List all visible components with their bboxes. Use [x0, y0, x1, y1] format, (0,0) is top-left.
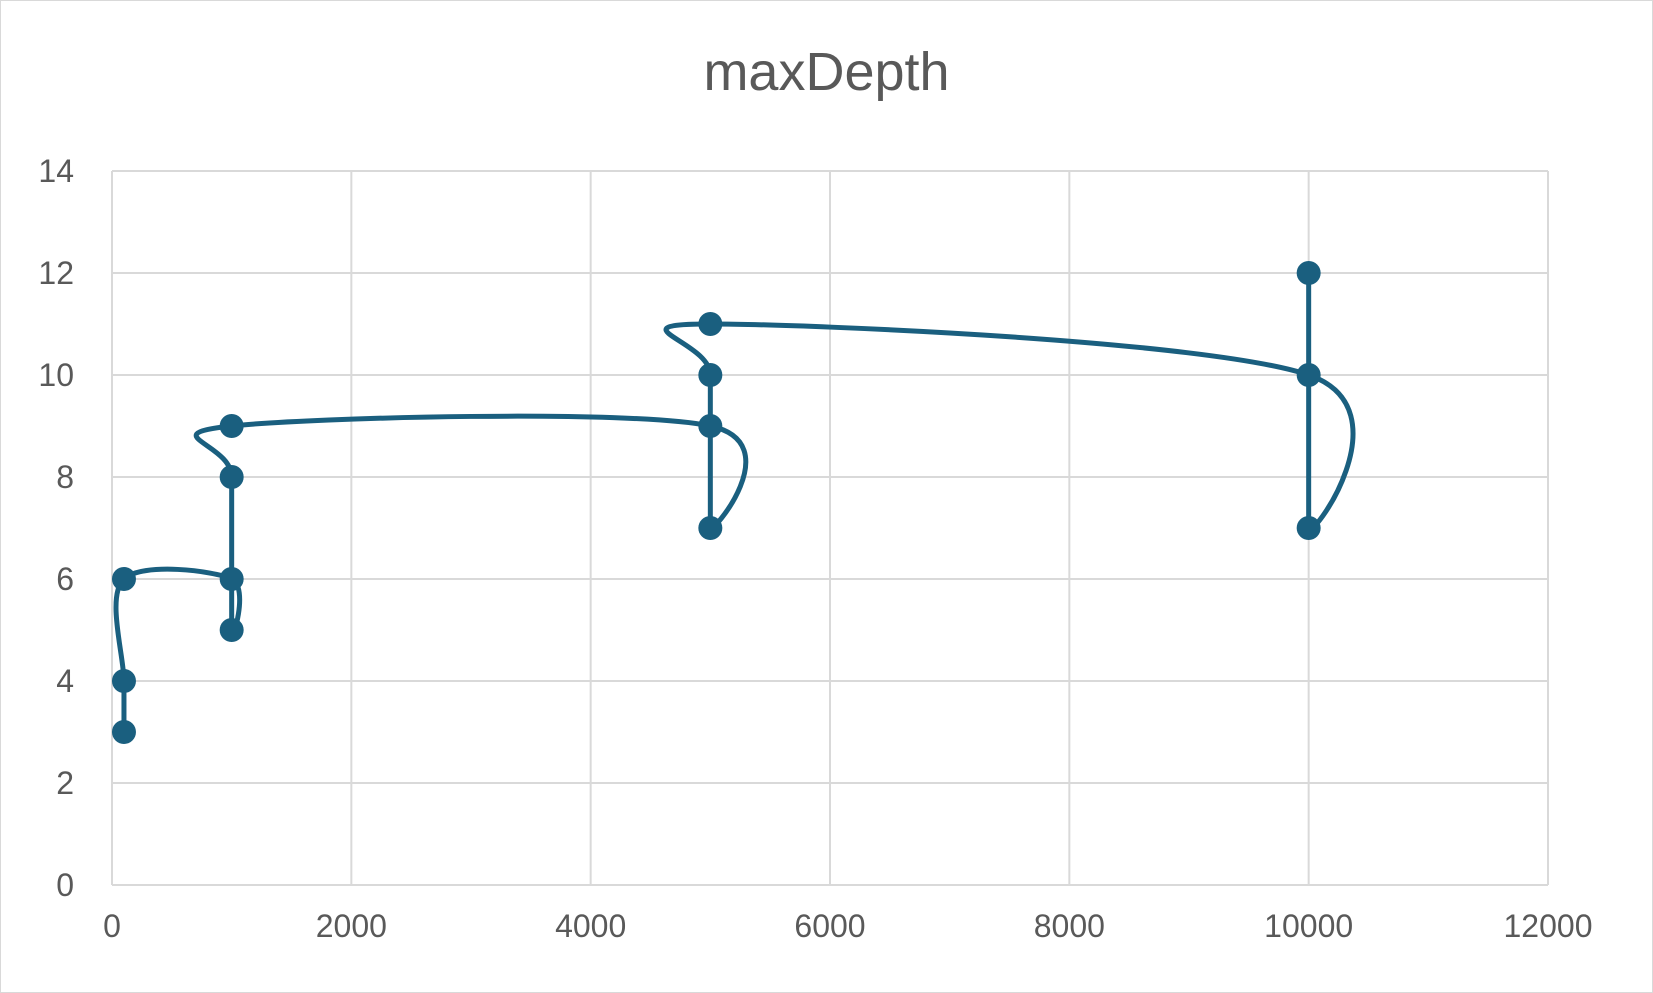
y-tick-label: 2 — [56, 765, 74, 801]
data-point — [111, 567, 136, 591]
data-point — [1296, 261, 1321, 285]
chart-title: maxDepth — [703, 42, 950, 102]
data-point — [698, 363, 723, 387]
y-tick-label: 0 — [56, 867, 74, 903]
tick-labels: 0 2000 4000 6000 8000 10000 12000 0 2 4 6 8 10 12 14 — [38, 153, 1592, 944]
x-tick-label: 12000 — [1504, 908, 1593, 944]
x-tick-label: 8000 — [1034, 908, 1105, 944]
data-point — [698, 516, 723, 540]
data-point — [219, 414, 244, 438]
data-point — [698, 312, 723, 336]
y-tick-label: 10 — [38, 357, 74, 393]
y-tick-label: 4 — [56, 663, 74, 699]
data-point — [219, 567, 244, 591]
data-series — [111, 261, 1356, 744]
x-tick-label: 4000 — [555, 908, 626, 944]
data-point — [111, 669, 136, 693]
data-point — [111, 720, 136, 744]
data-point — [1296, 516, 1321, 540]
data-point — [219, 465, 244, 489]
y-tick-label: 6 — [56, 561, 74, 597]
data-point — [219, 618, 244, 642]
y-tick-label: 8 — [56, 459, 74, 495]
x-tick-label: 6000 — [794, 908, 865, 944]
gridlines — [111, 170, 1549, 886]
data-point — [1296, 363, 1321, 387]
y-tick-label: 14 — [38, 153, 74, 189]
x-tick-label: 2000 — [316, 908, 387, 944]
series-line — [113, 270, 1356, 735]
x-tick-label: 10000 — [1264, 908, 1353, 944]
data-point — [698, 414, 723, 438]
y-tick-label: 12 — [38, 255, 74, 291]
x-tick-label: 0 — [103, 908, 121, 944]
